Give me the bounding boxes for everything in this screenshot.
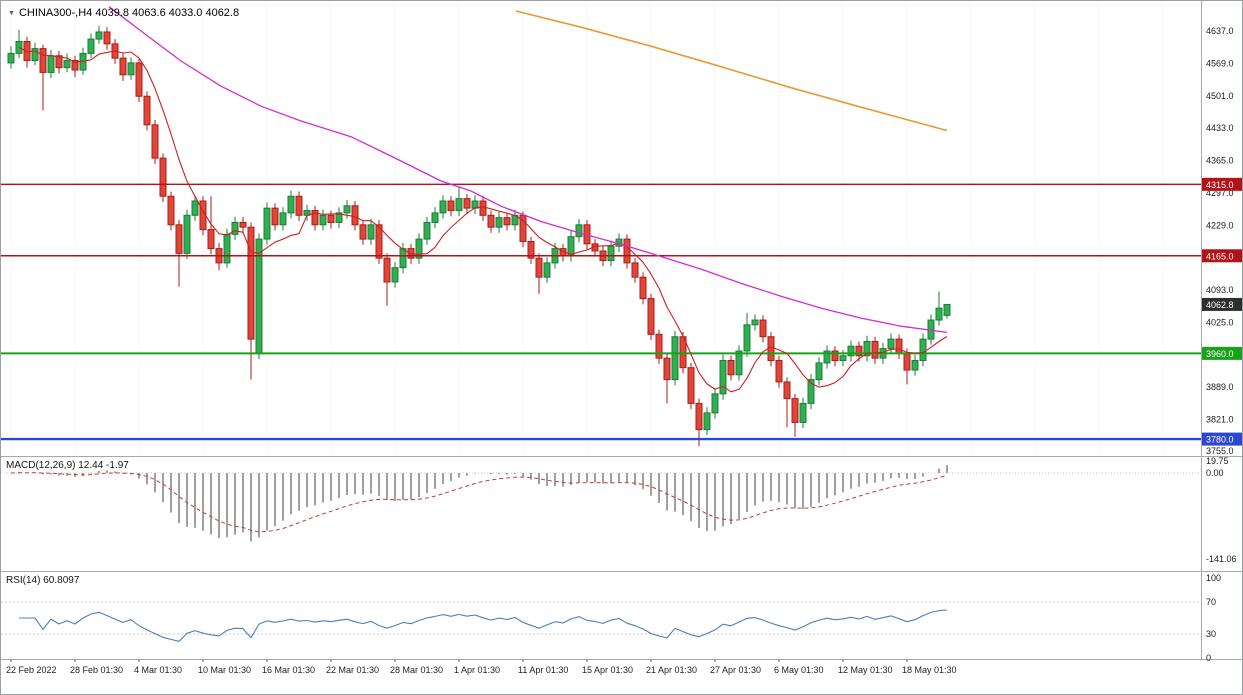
svg-text:4062.8: 4062.8 bbox=[1206, 300, 1234, 310]
svg-text:3821.0: 3821.0 bbox=[1206, 415, 1234, 425]
svg-text:28 Feb 01:30: 28 Feb 01:30 bbox=[70, 665, 123, 675]
svg-text:10 Mar 01:30: 10 Mar 01:30 bbox=[198, 665, 251, 675]
svg-text:30: 30 bbox=[1206, 629, 1216, 639]
svg-text:-141.06: -141.06 bbox=[1206, 554, 1237, 564]
macd-signal-line bbox=[10, 472, 948, 533]
svg-text:21 Apr 01:30: 21 Apr 01:30 bbox=[646, 665, 697, 675]
svg-text:3755.0: 3755.0 bbox=[1206, 446, 1234, 456]
macd-indicator-label: MACD(12,26,9) 12.44 -1.97 bbox=[6, 460, 129, 471]
svg-text:4025.0: 4025.0 bbox=[1206, 317, 1234, 327]
expand-arrow-icon[interactable]: ▼ bbox=[8, 9, 15, 17]
svg-text:100: 100 bbox=[1206, 573, 1221, 583]
svg-text:4297.0: 4297.0 bbox=[1206, 188, 1234, 198]
svg-text:19.75: 19.75 bbox=[1206, 456, 1229, 466]
svg-text:12 May 01:30: 12 May 01:30 bbox=[838, 665, 893, 675]
svg-text:11 Apr 01:30: 11 Apr 01:30 bbox=[518, 665, 568, 675]
time-axis[interactable]: 22 Feb 2022 28 Feb 01:30 4 Mar 01:30 10 Mar… bbox=[6, 659, 957, 675]
price-level-badge bbox=[1202, 432, 1242, 446]
svg-text:22 Mar 01:30: 22 Mar 01:30 bbox=[326, 665, 379, 675]
svg-text:0.00: 0.00 bbox=[1206, 468, 1224, 478]
svg-text:15 Apr 01:30: 15 Apr 01:30 bbox=[582, 665, 633, 675]
price-level-badge bbox=[1202, 346, 1242, 360]
current-price-badge bbox=[1202, 297, 1242, 311]
ma-red-line bbox=[18, 46, 948, 393]
svg-text:4365.0: 4365.0 bbox=[1206, 156, 1234, 166]
symbol-ohlc-title: CHINA300-,H4 4039.8 4063.6 4033.0 4062.8 bbox=[18, 7, 240, 19]
rsi-line bbox=[19, 609, 948, 642]
svg-text:4 Mar 01:30: 4 Mar 01:30 bbox=[134, 665, 182, 675]
svg-text:18 May 01:30: 18 May 01:30 bbox=[902, 665, 957, 675]
svg-text:4165.0: 4165.0 bbox=[1206, 251, 1234, 261]
price-level-badge bbox=[1202, 249, 1242, 263]
svg-text:4315.0: 4315.0 bbox=[1206, 180, 1234, 190]
rsi-indicator-label: RSI(14) 60.8097 bbox=[6, 575, 80, 586]
ma-orange-line bbox=[515, 10, 948, 132]
svg-text:4569.0: 4569.0 bbox=[1206, 58, 1234, 68]
svg-text:16 Mar 01:30: 16 Mar 01:30 bbox=[262, 665, 315, 675]
svg-text:3780.0: 3780.0 bbox=[1206, 435, 1234, 445]
svg-text:4501.0: 4501.0 bbox=[1206, 91, 1234, 101]
svg-text:27 Apr 01:30: 27 Apr 01:30 bbox=[710, 665, 761, 675]
svg-text:4433.0: 4433.0 bbox=[1206, 123, 1234, 133]
ma-magenta-line bbox=[108, 6, 948, 334]
svg-text:4093.0: 4093.0 bbox=[1206, 285, 1234, 295]
candles-layer bbox=[7, 25, 951, 447]
svg-text:1 Apr 01:30: 1 Apr 01:30 bbox=[454, 665, 500, 675]
svg-text:6 May 01:30: 6 May 01:30 bbox=[774, 665, 824, 675]
svg-text:28 Mar 01:30: 28 Mar 01:30 bbox=[390, 665, 443, 675]
chart-header: ▼ CHINA300-,H4 4039.8 4063.6 4033.0 4062… bbox=[8, 7, 239, 19]
horizontal-levels bbox=[1, 183, 1201, 441]
svg-text:70: 70 bbox=[1206, 597, 1216, 607]
svg-text:22 Feb 2022: 22 Feb 2022 bbox=[6, 665, 57, 675]
price-axis[interactable]: 4637.0 4569.0 4501.0 4433.0 4365.0 4297.0 4229… bbox=[1201, 1, 1243, 663]
pane-separators bbox=[1, 456, 1242, 660]
moving-averages bbox=[18, 6, 948, 393]
svg-text:3889.0: 3889.0 bbox=[1206, 382, 1234, 392]
rsi-pane bbox=[1, 601, 1201, 642]
svg-text:4229.0: 4229.0 bbox=[1206, 220, 1234, 230]
svg-text:0: 0 bbox=[1206, 653, 1211, 663]
svg-text:3960.0: 3960.0 bbox=[1206, 349, 1234, 359]
price-level-badge bbox=[1202, 177, 1242, 191]
svg-text:4637.0: 4637.0 bbox=[1206, 26, 1234, 36]
macd-pane bbox=[1, 465, 1201, 542]
